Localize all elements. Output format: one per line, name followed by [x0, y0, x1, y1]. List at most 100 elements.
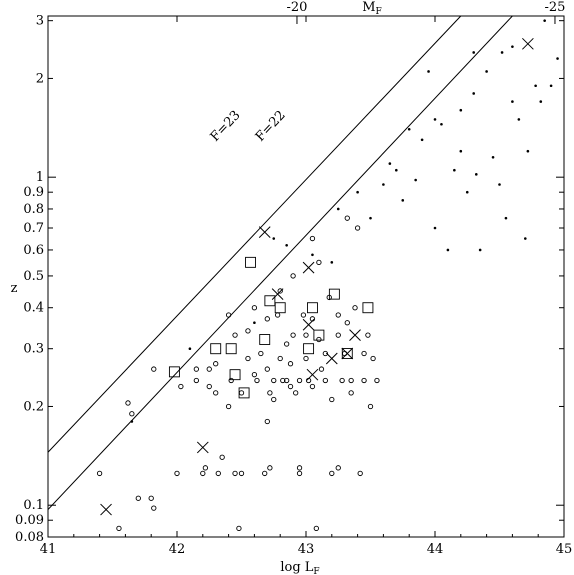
- point-dot: [401, 199, 405, 202]
- point-open-circle: [178, 383, 184, 390]
- point-dot: [369, 216, 372, 220]
- point-open-circle: [267, 390, 273, 396]
- point-open-circle: [271, 377, 277, 384]
- x-tick-label: 41: [40, 542, 57, 557]
- point-dot: [478, 248, 482, 252]
- point-open-circle: [344, 320, 350, 326]
- x-tick-label: 43: [298, 542, 315, 557]
- y-tick-label: 0.4: [23, 301, 44, 316]
- point-open-circle: [262, 470, 268, 477]
- point-open-square: [313, 329, 325, 341]
- point-open-square: [259, 334, 271, 345]
- point-cross: [341, 347, 354, 360]
- point-open-circle: [215, 470, 221, 477]
- point-open-circle: [193, 377, 200, 384]
- point-open-circle: [280, 377, 286, 384]
- point-open-circle: [225, 403, 232, 410]
- point-open-circle: [174, 470, 180, 477]
- x-tick-label: 45: [556, 542, 573, 557]
- point-open-circle: [354, 225, 361, 231]
- point-open-square: [168, 366, 180, 378]
- x-tick-label: 44: [427, 542, 444, 557]
- point-dot: [498, 183, 501, 186]
- point-cross: [302, 318, 315, 331]
- point-open-circle: [238, 390, 245, 396]
- point-open-circle: [225, 312, 232, 318]
- point-dot: [534, 84, 537, 88]
- point-cross: [302, 261, 315, 274]
- top-axis-label: MF: [362, 0, 382, 17]
- point-open-circle: [135, 495, 141, 501]
- point-open-circle: [296, 470, 303, 477]
- point-open-circle: [300, 312, 307, 318]
- point-dot: [549, 84, 553, 88]
- point-open-circle: [283, 341, 290, 347]
- point-open-circle: [151, 366, 157, 372]
- point-dot: [440, 122, 443, 126]
- point-open-circle: [316, 259, 322, 265]
- point-open-circle: [125, 400, 131, 406]
- point-open-square: [362, 302, 374, 314]
- point-open-circle: [348, 390, 354, 396]
- point-open-circle: [267, 465, 273, 471]
- point-dot: [285, 243, 288, 247]
- point-cross: [522, 37, 534, 50]
- y-tick-label: 0.3: [23, 342, 44, 357]
- y-tick-label: 0.1: [23, 498, 44, 513]
- point-open-circle: [219, 454, 225, 460]
- point-cross: [100, 503, 112, 516]
- point-open-circle: [303, 355, 309, 362]
- point-open-square: [245, 256, 256, 268]
- flux-line-label: F=22: [253, 108, 289, 145]
- axis-ticks: 41 42 43 44 45 -20 -25 0.08 0.090.1 0.2 0.3 0.4 0.5 0…: [15, 0, 572, 557]
- point-dot: [382, 183, 385, 186]
- point-open-circle: [202, 465, 209, 471]
- point-open-circle: [213, 361, 219, 367]
- point-dot: [504, 216, 508, 220]
- y-tick-label: 0.7: [23, 221, 44, 236]
- point-dot: [272, 237, 276, 240]
- point-dot: [433, 226, 437, 230]
- point-dot: [336, 207, 340, 211]
- point-dot: [253, 321, 256, 325]
- y-tick-label: 0.8: [23, 202, 44, 217]
- point-open-circle: [367, 403, 374, 410]
- point-open-circle: [329, 396, 335, 403]
- point-cross: [325, 352, 338, 365]
- point-open-circle: [303, 332, 309, 338]
- top-tick-label: -25: [545, 0, 566, 15]
- point-open-circle: [96, 470, 103, 477]
- point-open-circle: [264, 366, 270, 372]
- point-dot: [311, 253, 314, 257]
- point-dot: [407, 127, 411, 131]
- point-open-circle: [245, 355, 251, 362]
- plot-frame: [47, 15, 565, 538]
- plot-area-border: [47, 15, 565, 538]
- point-dot: [395, 168, 398, 172]
- point-open-circle: [374, 377, 380, 384]
- point-cross: [349, 329, 361, 341]
- point-open-circle: [293, 390, 299, 396]
- flux-lines: F=23 F=22: [47, 15, 513, 510]
- flux-limit-line: [47, 15, 462, 453]
- point-open-circle: [251, 305, 258, 311]
- point-open-circle: [370, 355, 376, 362]
- point-open-circle: [274, 312, 281, 318]
- point-open-square: [225, 343, 237, 355]
- point-open-circle: [309, 383, 316, 390]
- point-dot: [472, 92, 476, 95]
- x-tick-label: 42: [169, 542, 186, 557]
- point-dot: [130, 420, 134, 423]
- point-dot: [459, 149, 463, 153]
- point-dot: [539, 100, 543, 103]
- point-open-circle: [245, 328, 251, 334]
- point-open-circle: [151, 505, 157, 511]
- point-cross: [306, 368, 319, 381]
- point-open-circle: [213, 390, 219, 396]
- y-tick-label: 1: [36, 170, 44, 185]
- point-open-circle: [309, 235, 316, 242]
- point-dot: [330, 261, 334, 264]
- point-open-circle: [316, 336, 322, 343]
- point-dot: [511, 45, 514, 48]
- point-open-circle: [296, 377, 303, 384]
